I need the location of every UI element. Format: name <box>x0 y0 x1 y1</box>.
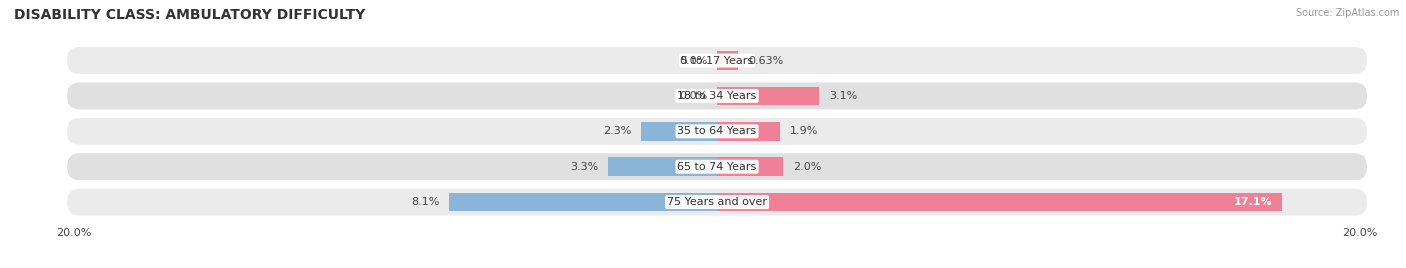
FancyBboxPatch shape <box>66 152 1368 181</box>
Bar <box>607 158 717 176</box>
Text: 18 to 34 Years: 18 to 34 Years <box>678 91 756 101</box>
Bar <box>717 193 1282 211</box>
Text: 1.9%: 1.9% <box>790 126 818 136</box>
Text: DISABILITY CLASS: AMBULATORY DIFFICULTY: DISABILITY CLASS: AMBULATORY DIFFICULTY <box>14 8 366 22</box>
Text: 0.0%: 0.0% <box>679 91 707 101</box>
Text: 3.3%: 3.3% <box>569 162 598 172</box>
Text: 0.0%: 0.0% <box>679 55 707 66</box>
Text: 75 Years and over: 75 Years and over <box>666 197 768 207</box>
Text: 5 to 17 Years: 5 to 17 Years <box>681 55 754 66</box>
FancyBboxPatch shape <box>66 46 1368 75</box>
Bar <box>641 122 717 140</box>
Text: 8.1%: 8.1% <box>411 197 440 207</box>
Text: 2.3%: 2.3% <box>603 126 631 136</box>
Text: 0.63%: 0.63% <box>748 55 783 66</box>
Text: 65 to 74 Years: 65 to 74 Years <box>678 162 756 172</box>
Bar <box>450 193 717 211</box>
Text: Source: ZipAtlas.com: Source: ZipAtlas.com <box>1295 8 1399 18</box>
Text: 2.0%: 2.0% <box>793 162 821 172</box>
Text: 17.1%: 17.1% <box>1233 197 1272 207</box>
Bar <box>717 158 783 176</box>
Text: 20.0%: 20.0% <box>1343 228 1378 238</box>
Text: 35 to 64 Years: 35 to 64 Years <box>678 126 756 136</box>
Bar <box>717 87 820 105</box>
FancyBboxPatch shape <box>66 117 1368 146</box>
FancyBboxPatch shape <box>66 81 1368 110</box>
Text: 3.1%: 3.1% <box>830 91 858 101</box>
Bar <box>717 122 780 140</box>
Text: 20.0%: 20.0% <box>56 228 91 238</box>
FancyBboxPatch shape <box>66 188 1368 217</box>
Bar <box>717 51 738 70</box>
